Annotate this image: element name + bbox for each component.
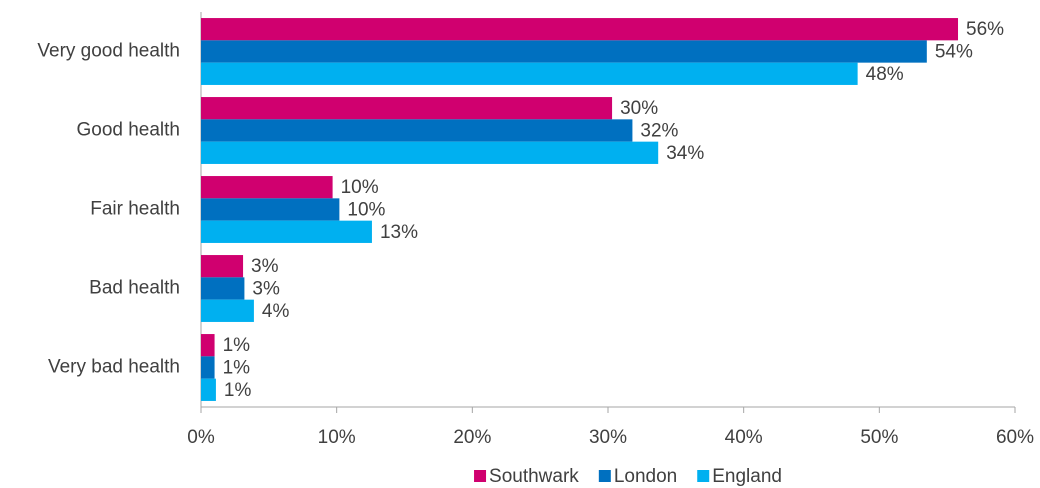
bar [201, 277, 245, 300]
bar [201, 119, 633, 142]
legend-label: England [712, 466, 782, 487]
bar [201, 40, 927, 63]
value-label: 32% [640, 121, 678, 142]
category-label: Fair health [90, 199, 180, 220]
value-label: 54% [935, 42, 973, 63]
x-tick-label: 30% [589, 427, 627, 448]
value-label: 4% [262, 301, 290, 322]
x-tick-label: 10% [318, 427, 356, 448]
bar [201, 356, 215, 379]
bar [201, 18, 959, 41]
value-label: 56% [966, 19, 1004, 40]
bar [201, 255, 244, 278]
category-label: Bad health [89, 278, 180, 299]
value-label: 10% [341, 177, 379, 198]
bar [201, 62, 858, 85]
bar [201, 176, 333, 199]
legend-label: London [614, 466, 677, 487]
bar [201, 198, 340, 221]
value-label: 3% [251, 256, 279, 277]
legend-swatch [598, 470, 611, 482]
value-label: 48% [866, 64, 904, 85]
legend-swatch [697, 470, 710, 482]
bar [201, 220, 372, 243]
legend-label: Southwark [489, 466, 579, 487]
x-tick-label: 50% [860, 427, 898, 448]
value-label: 1% [224, 380, 252, 401]
bar [201, 299, 254, 322]
value-label: 1% [223, 358, 251, 379]
x-tick-label: 60% [996, 427, 1034, 448]
value-label: 3% [252, 279, 280, 300]
value-label: 1% [223, 335, 251, 356]
category-label: Very good health [37, 41, 180, 62]
value-label: 13% [380, 222, 418, 243]
x-tick-label: 40% [725, 427, 763, 448]
bar [201, 97, 613, 120]
legend-swatch [474, 470, 487, 482]
value-label: 10% [347, 200, 385, 221]
category-label: Good health [76, 120, 180, 141]
bar [201, 141, 659, 164]
x-tick-label: 20% [453, 427, 491, 448]
x-tick-label: 0% [187, 427, 215, 448]
bar [201, 334, 215, 357]
bar [201, 378, 216, 401]
value-label: 34% [666, 143, 704, 164]
category-label: Very bad health [48, 357, 180, 378]
value-label: 30% [620, 98, 658, 119]
